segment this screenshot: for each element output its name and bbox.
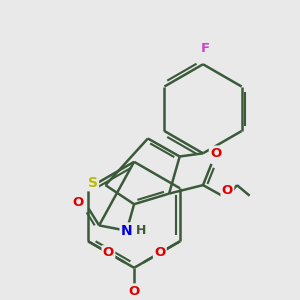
Text: O: O bbox=[103, 247, 114, 260]
Text: H: H bbox=[136, 224, 147, 237]
Text: O: O bbox=[210, 147, 221, 160]
Text: N: N bbox=[121, 224, 133, 238]
Text: O: O bbox=[222, 184, 233, 197]
Text: O: O bbox=[154, 247, 165, 260]
Text: F: F bbox=[201, 42, 210, 55]
Text: O: O bbox=[128, 285, 140, 298]
Text: S: S bbox=[88, 176, 98, 190]
Text: O: O bbox=[72, 196, 83, 208]
